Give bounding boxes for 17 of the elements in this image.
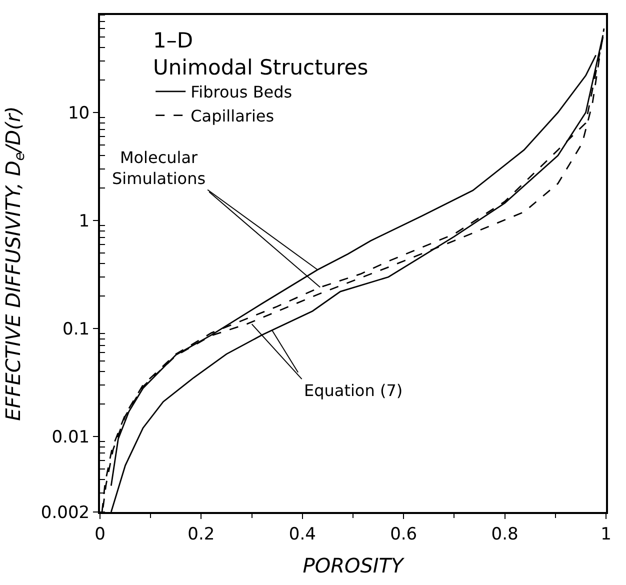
x-tick-label: 0.2 <box>188 524 215 544</box>
y-tick-label: 0.002 <box>40 502 90 523</box>
annotation: Molecular Simulations <box>112 148 206 188</box>
legend-title: 1–D Unimodal Structures <box>153 28 368 80</box>
x-tick-label: 0.4 <box>288 524 316 544</box>
legend-label: Capillaries <box>190 106 274 126</box>
x-tick-label: 0.8 <box>491 524 518 544</box>
y-tick-label: 0.1 <box>62 319 90 340</box>
x-tick-label: 0 <box>94 524 106 544</box>
y-tick-label: 10 <box>68 103 90 124</box>
y-tick-label: 1 <box>78 211 90 232</box>
x-tick-label: 0.6 <box>390 524 418 544</box>
y-tick-label: 0.01 <box>52 427 90 448</box>
x-axis-title: POROSITY <box>302 553 406 578</box>
x-tick-label: 1 <box>600 524 612 544</box>
annotation: Equation (7) <box>304 381 403 400</box>
legend-label: Fibrous Beds <box>190 82 292 102</box>
